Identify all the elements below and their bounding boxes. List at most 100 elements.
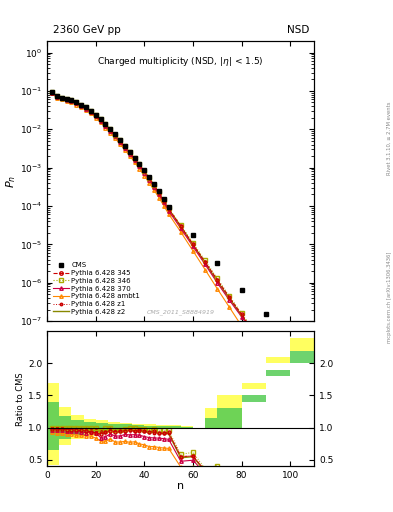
Line: Pythia 6.428 z1: Pythia 6.428 z1 (51, 91, 291, 384)
Pythia 6.428 z1 (103, 122, 108, 128)
Pythia 6.428 345 (113, 132, 118, 138)
CMS (137, 161, 142, 167)
Pythia 6.428 370 (103, 123, 108, 130)
Pythia 6.428 370 (79, 103, 84, 109)
Pythia 6.428 z1 (64, 96, 69, 102)
Pythia 6.428 ambt1 (166, 211, 171, 217)
Pythia 6.428 z1 (227, 294, 232, 301)
Pythia 6.428 z2 (98, 116, 103, 122)
Pythia 6.428 346 (84, 104, 88, 111)
Pythia 6.428 346 (142, 167, 147, 174)
Pythia 6.428 z1 (50, 90, 54, 96)
Pythia 6.428 z2 (69, 97, 74, 103)
Pythia 6.428 346 (263, 344, 268, 350)
Pythia 6.428 z2 (132, 156, 137, 162)
Pythia 6.428 346 (98, 116, 103, 122)
Pythia 6.428 345 (227, 294, 232, 300)
Pythia 6.428 345 (263, 345, 268, 351)
Pythia 6.428 ambt1 (103, 124, 108, 131)
Pythia 6.428 345 (94, 113, 98, 119)
Pythia 6.428 z1 (239, 312, 244, 318)
CMS (239, 287, 244, 293)
Pythia 6.428 345 (239, 311, 244, 317)
Pythia 6.428 z2 (251, 330, 256, 336)
Pythia 6.428 345 (55, 94, 59, 100)
Pythia 6.428 370 (137, 163, 142, 169)
CMS (162, 196, 166, 202)
Pythia 6.428 ambt1 (239, 323, 244, 329)
Pythia 6.428 346 (118, 137, 122, 143)
Pythia 6.428 346 (191, 240, 195, 246)
Text: Charged multiplicity (NSD, $|\eta|$ < 1.5): Charged multiplicity (NSD, $|\eta|$ < 1.… (97, 55, 264, 68)
Pythia 6.428 z1 (162, 198, 166, 204)
Pythia 6.428 370 (178, 225, 183, 231)
Line: Pythia 6.428 345: Pythia 6.428 345 (50, 91, 292, 382)
Pythia 6.428 ambt1 (152, 187, 156, 193)
CMS (215, 260, 220, 266)
Pythia 6.428 ambt1 (288, 395, 292, 401)
Pythia 6.428 345 (142, 168, 147, 175)
Pythia 6.428 346 (288, 377, 292, 383)
CMS (118, 137, 122, 143)
Pythia 6.428 345 (118, 138, 122, 144)
Pythia 6.428 z1 (88, 109, 93, 115)
Line: Pythia 6.428 ambt1: Pythia 6.428 ambt1 (50, 92, 292, 399)
Pythia 6.428 z2 (94, 112, 98, 118)
Pythia 6.428 z2 (191, 242, 195, 248)
CMS (88, 108, 93, 114)
Pythia 6.428 z2 (113, 132, 118, 138)
Pythia 6.428 370 (203, 261, 208, 267)
CMS (123, 143, 127, 149)
Pythia 6.428 345 (178, 223, 183, 229)
Pythia 6.428 z1 (156, 190, 161, 196)
Text: 2360 GeV pp: 2360 GeV pp (53, 26, 120, 35)
CMS (288, 330, 292, 336)
Pythia 6.428 z2 (88, 109, 93, 115)
CMS (98, 116, 103, 122)
Pythia 6.428 ambt1 (123, 147, 127, 153)
Pythia 6.428 z2 (275, 364, 280, 370)
Pythia 6.428 z2 (227, 295, 232, 302)
Pythia 6.428 346 (50, 89, 54, 95)
Pythia 6.428 z2 (288, 380, 292, 387)
Pythia 6.428 z1 (123, 144, 127, 150)
Pythia 6.428 345 (166, 206, 171, 212)
CMS (113, 131, 118, 137)
Pythia 6.428 346 (137, 161, 142, 167)
Pythia 6.428 370 (94, 113, 98, 119)
Pythia 6.428 z1 (251, 329, 256, 335)
Pythia 6.428 345 (288, 378, 292, 384)
Pythia 6.428 z1 (203, 259, 208, 265)
Line: CMS: CMS (50, 90, 292, 335)
CMS (108, 126, 113, 132)
Pythia 6.428 346 (74, 99, 79, 105)
Pythia 6.428 z1 (98, 116, 103, 122)
Pythia 6.428 z1 (215, 276, 220, 283)
Pythia 6.428 345 (156, 190, 161, 196)
Pythia 6.428 ambt1 (118, 141, 122, 147)
Line: Pythia 6.428 z2: Pythia 6.428 z2 (52, 93, 290, 383)
Pythia 6.428 346 (103, 120, 108, 126)
CMS (132, 155, 137, 161)
Pythia 6.428 346 (64, 96, 69, 102)
Pythia 6.428 370 (74, 100, 79, 106)
Pythia 6.428 370 (152, 184, 156, 190)
Pythia 6.428 z1 (94, 112, 98, 118)
CMS (147, 174, 152, 180)
Pythia 6.428 z2 (162, 198, 166, 204)
Pythia 6.428 346 (227, 293, 232, 299)
Y-axis label: Ratio to CMS: Ratio to CMS (16, 372, 25, 425)
Pythia 6.428 345 (123, 144, 127, 150)
Pythia 6.428 346 (69, 97, 74, 103)
Pythia 6.428 ambt1 (64, 97, 69, 103)
CMS (74, 99, 79, 105)
Pythia 6.428 ambt1 (108, 130, 113, 136)
Pythia 6.428 346 (127, 148, 132, 155)
Pythia 6.428 z1 (69, 97, 74, 103)
Pythia 6.428 ambt1 (127, 153, 132, 159)
Pythia 6.428 z2 (127, 150, 132, 156)
Pythia 6.428 370 (113, 133, 118, 139)
Pythia 6.428 370 (166, 208, 171, 214)
Pythia 6.428 346 (123, 143, 127, 150)
Pythia 6.428 345 (64, 96, 69, 102)
